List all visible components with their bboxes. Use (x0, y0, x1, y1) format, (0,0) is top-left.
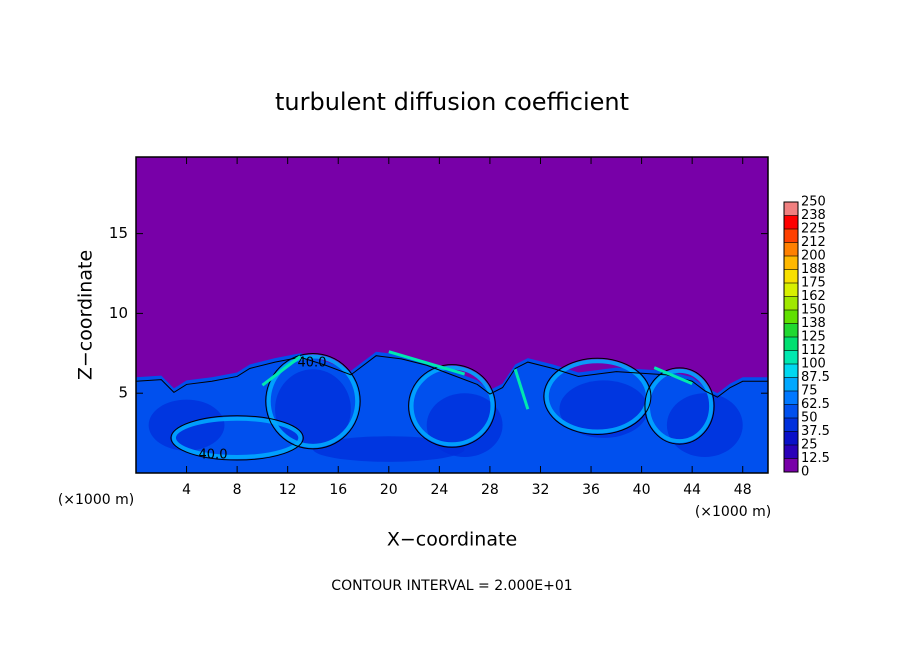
x-tick-label: 12 (279, 482, 297, 498)
contour-line (265, 352, 361, 450)
shear-streak (388, 350, 466, 376)
colorbar-tick-label: 25 (801, 438, 818, 453)
field-swirl (171, 416, 303, 460)
contour-label: 40.0 (298, 356, 327, 371)
colorbar-tick-label: 225 (801, 222, 826, 237)
colorbar-band (784, 458, 798, 472)
field-swirl (266, 354, 360, 448)
x-unit-label: (×1000 m) (695, 504, 771, 520)
x-tick-label: 4 (182, 482, 191, 498)
colorbar-tick-label: 0 (801, 465, 809, 480)
shear-streak (653, 366, 693, 386)
colorbar-tick-label: 112 (801, 343, 826, 358)
x-tick-label: 36 (582, 482, 600, 498)
colorbar-band (784, 242, 798, 256)
colorbar-band (784, 350, 798, 364)
colorbar-tick-label: 238 (801, 208, 826, 223)
contour-line (644, 367, 715, 445)
x-tick-label: 24 (430, 482, 448, 498)
colorbar-tick-label: 62.5 (801, 397, 830, 412)
colorbar-tick-label: 125 (801, 330, 826, 345)
colorbar-tick-label: 37.5 (801, 424, 830, 439)
colorbar-tick-label: 75 (801, 384, 818, 399)
y-tick-label: 15 (109, 224, 128, 242)
colorbar-tick-label: 50 (801, 411, 818, 426)
colorbar-band (784, 256, 798, 270)
field-region (312, 436, 465, 462)
x-tick-label: 48 (734, 482, 752, 498)
colorbar-band (784, 404, 798, 418)
colorbar-band (784, 202, 798, 216)
colorbar-band (784, 364, 798, 378)
field-swirl (645, 368, 714, 444)
x-tick-label: 16 (329, 482, 347, 498)
x-unit-label: (×1000 m) (58, 492, 134, 508)
colorbar-band (784, 310, 798, 324)
colorbar-tick-label: 138 (801, 316, 826, 331)
contour-line (543, 357, 652, 436)
contour-label: 40.0 (199, 448, 228, 463)
shear-streak (261, 355, 302, 387)
contour-line (135, 355, 768, 398)
chart-title: turbulent diffusion coefficient (275, 88, 629, 116)
x-tick-label: 28 (481, 482, 499, 498)
x-tick-label: 8 (233, 482, 242, 498)
colorbar-band (784, 215, 798, 229)
x-tick-label: 40 (633, 482, 651, 498)
colorbar-tick-label: 212 (801, 235, 826, 250)
colorbar-band (784, 269, 798, 283)
colorbar-band (784, 337, 798, 351)
colorbar-band (784, 229, 798, 243)
colorbar-band (784, 391, 798, 405)
y-tick-label: 10 (109, 304, 128, 322)
colorbar-band (784, 377, 798, 391)
colorbar-tick-label: 12.5 (801, 451, 830, 466)
x-tick-label: 20 (380, 482, 398, 498)
y-axis-label: Z−coordinate (75, 250, 97, 380)
colorbar-tick-label: 200 (801, 249, 826, 264)
x-tick-label: 32 (532, 482, 550, 498)
colorbar-band (784, 431, 798, 445)
colorbar-tick-label: 87.5 (801, 370, 830, 385)
plot-frame (135, 156, 769, 474)
x-axis-label: X−coordinate (387, 529, 517, 551)
x-tick-label: 44 (683, 482, 701, 498)
colorbar-tick-label: 150 (801, 303, 826, 318)
colorbar-band (784, 418, 798, 432)
colorbar-band (784, 296, 798, 310)
footnote: CONTOUR INTERVAL = 2.000E+01 (331, 578, 572, 594)
y-tick-label: 5 (118, 384, 128, 402)
colorbar-band (784, 445, 798, 459)
shear-streak (513, 368, 530, 410)
colorbar-tick-label: 162 (801, 289, 826, 304)
colorbar-tick-label: 100 (801, 357, 826, 372)
colorbar-tick-label: 250 (801, 195, 826, 210)
colorbar-tick-label: 175 (801, 276, 826, 291)
colorbar-band (784, 323, 798, 337)
field-swirl (409, 365, 495, 447)
colorbar-tick-label: 188 (801, 262, 826, 277)
contour-line (170, 415, 304, 461)
contour-line (408, 364, 496, 448)
colorbar-band (784, 283, 798, 297)
